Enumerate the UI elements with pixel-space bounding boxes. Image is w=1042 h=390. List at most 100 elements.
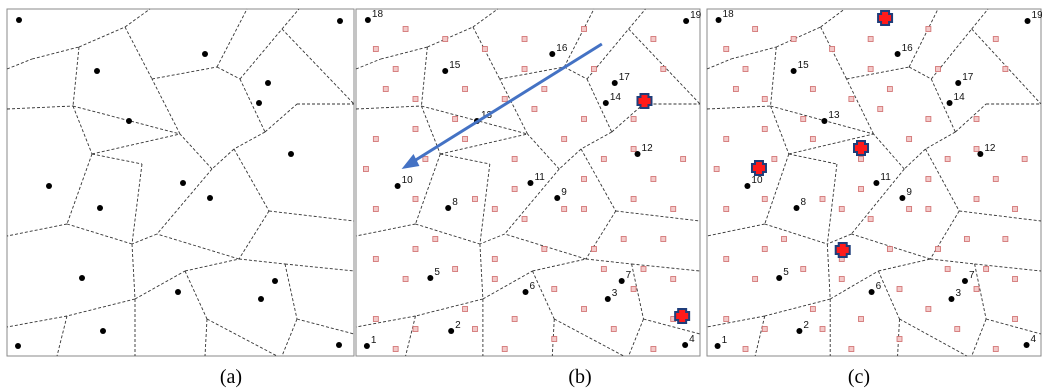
voronoi-edge xyxy=(706,105,771,110)
site-label: 5 xyxy=(434,267,440,278)
sample-square xyxy=(886,246,893,252)
sample-square xyxy=(800,266,807,272)
voronoi-edge xyxy=(974,263,987,320)
sample-square xyxy=(925,306,932,312)
sample-square xyxy=(581,206,587,212)
site-dot xyxy=(604,296,611,302)
voronoi-edge xyxy=(239,28,283,80)
site-dot xyxy=(126,118,132,124)
sample-square xyxy=(800,116,807,122)
sample-square xyxy=(906,136,913,142)
site-label: 6 xyxy=(530,281,536,292)
sample-square xyxy=(723,206,730,212)
site-label: 16 xyxy=(556,43,568,54)
sample-square xyxy=(462,306,468,312)
sample-square xyxy=(581,176,587,182)
sample-square xyxy=(561,206,568,212)
site-dot xyxy=(265,80,271,86)
site-dot xyxy=(948,296,955,302)
voronoi-edge xyxy=(554,318,624,357)
voronoi-edge xyxy=(284,263,355,272)
site-label: 6 xyxy=(876,281,882,292)
sample-square xyxy=(650,176,657,182)
sample-square xyxy=(848,346,855,352)
voronoi-edge xyxy=(877,270,900,320)
site-dot xyxy=(256,100,262,106)
site-dot xyxy=(363,343,370,349)
voronoi-edge xyxy=(355,105,422,110)
sample-square xyxy=(402,26,409,32)
site-label: 3 xyxy=(955,288,961,299)
site-label: 8 xyxy=(452,197,458,208)
sample-square xyxy=(848,96,855,102)
voronoi-edge xyxy=(770,105,874,135)
voronoi-edge xyxy=(131,233,158,245)
site-dot xyxy=(46,183,52,189)
site-label: 18 xyxy=(372,9,384,20)
sample-square xyxy=(402,276,409,282)
voronoi-edge xyxy=(6,223,68,237)
voronoi-edge xyxy=(580,148,617,212)
site-label: 12 xyxy=(984,143,996,154)
sample-square xyxy=(973,146,980,152)
site-label: 14 xyxy=(954,92,966,103)
voronoi-edge xyxy=(580,131,612,150)
site-dot xyxy=(955,80,962,86)
site-label: 7 xyxy=(626,270,632,281)
voronoi-edge xyxy=(281,318,298,357)
site-label: 4 xyxy=(689,334,695,345)
sample-square xyxy=(781,236,787,242)
sample-square xyxy=(954,326,961,332)
arrow-head xyxy=(401,154,420,169)
voronoi-edge xyxy=(846,78,874,135)
voronoi-edge xyxy=(355,58,381,70)
sample-square xyxy=(501,346,508,352)
voronoi-edge xyxy=(764,153,790,225)
panel-a xyxy=(6,8,355,357)
site-dot xyxy=(94,68,100,74)
sample-square xyxy=(412,96,419,102)
sample-square xyxy=(1012,276,1018,282)
sample-square xyxy=(412,246,419,252)
voronoi-edge xyxy=(91,153,143,165)
sample-square xyxy=(723,136,730,142)
sample-square xyxy=(838,206,845,212)
voronoi-edge xyxy=(908,8,939,68)
site-dot xyxy=(527,180,534,186)
sample-square xyxy=(630,146,637,152)
voronoi-edge xyxy=(66,223,133,245)
voronoi-edge xyxy=(846,66,910,80)
sample-square xyxy=(1012,206,1018,212)
voronoi-edge xyxy=(754,315,766,357)
voronoi-edge xyxy=(206,318,278,357)
site-dot xyxy=(1023,342,1030,348)
sample-square xyxy=(742,346,749,352)
sample-square xyxy=(771,156,778,162)
sample-square xyxy=(472,196,478,202)
site-label: 7 xyxy=(969,270,975,281)
voronoi-edge xyxy=(788,153,838,165)
sample-points xyxy=(363,26,687,352)
direction-arrow xyxy=(401,42,603,169)
sample-square xyxy=(372,256,379,262)
voronoi-edge xyxy=(971,8,989,30)
sample-square xyxy=(491,276,498,282)
sample-square xyxy=(877,106,884,112)
voronoi-edge xyxy=(264,103,298,133)
voronoi-edge xyxy=(631,263,701,272)
sample-square xyxy=(1012,316,1018,322)
voronoi-edge xyxy=(268,210,355,222)
voronoi-edge xyxy=(281,28,355,105)
voronoi-edge xyxy=(788,133,874,155)
voronoi-edge xyxy=(628,8,646,30)
sample-square xyxy=(501,96,508,102)
voronoi-edge xyxy=(479,243,484,300)
sample-square xyxy=(858,316,864,322)
voronoi-edge xyxy=(479,233,505,245)
sample-square xyxy=(630,116,637,122)
voronoi-edge xyxy=(184,270,208,320)
sample-square xyxy=(462,86,468,92)
sample-square xyxy=(372,46,379,52)
